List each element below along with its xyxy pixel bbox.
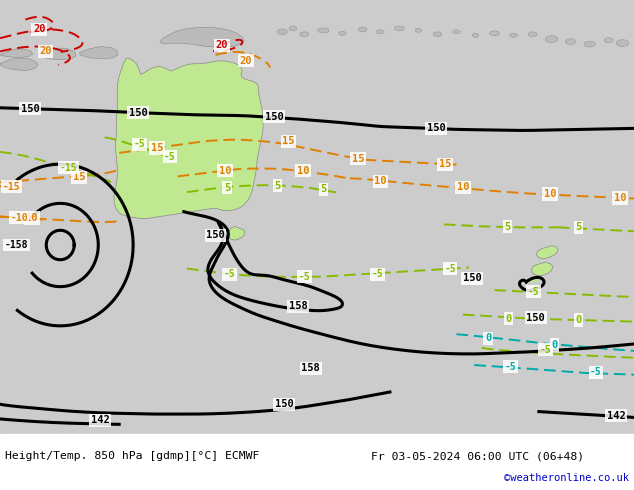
Ellipse shape [529,279,536,282]
Polygon shape [510,33,517,37]
Text: 15: 15 [151,143,164,153]
Text: 10: 10 [219,166,231,175]
Text: Fr 03-05-2024 06:00 UTC (06+48): Fr 03-05-2024 06:00 UTC (06+48) [371,451,584,461]
Text: -158: -158 [4,240,29,250]
Text: 5: 5 [224,183,230,193]
Polygon shape [318,28,329,33]
Text: 20: 20 [33,24,46,34]
Polygon shape [394,26,404,31]
Polygon shape [489,31,500,36]
Polygon shape [114,58,263,219]
Polygon shape [453,30,460,34]
Text: Height/Temp. 850 hPa [gdmp][°C] ECMWF: Height/Temp. 850 hPa [gdmp][°C] ECMWF [5,451,259,461]
Text: 150: 150 [21,104,40,114]
Text: 10: 10 [374,176,387,186]
Text: 15: 15 [439,159,451,169]
Text: -5: -5 [164,152,176,162]
Polygon shape [584,41,595,47]
Text: 10: 10 [544,189,557,199]
Polygon shape [358,27,367,32]
Text: 5: 5 [275,181,281,191]
Text: 15: 15 [73,172,86,182]
Text: 0: 0 [505,314,512,323]
Polygon shape [531,262,553,275]
Text: 150: 150 [427,123,446,133]
Text: 20: 20 [39,47,52,56]
Text: 10: 10 [297,166,309,175]
Text: 158: 158 [288,301,307,311]
Text: 0: 0 [552,340,558,350]
Polygon shape [339,31,346,35]
Bar [0,434,634,490]
Text: 150: 150 [275,399,294,409]
Text: 20: 20 [216,40,228,50]
Bar [0,0,634,434]
Text: -5: -5 [299,272,310,282]
Text: 5: 5 [504,222,510,232]
Polygon shape [604,38,613,43]
Polygon shape [0,49,33,58]
Polygon shape [300,32,309,37]
Text: 150: 150 [264,112,283,122]
Text: -5: -5 [528,287,540,296]
Text: -5: -5 [372,270,383,279]
Text: 15: 15 [282,136,295,146]
Polygon shape [277,29,287,35]
Text: -10: -10 [10,213,28,222]
Text: 5: 5 [320,184,327,194]
Text: -5: -5 [444,264,456,273]
Polygon shape [160,27,244,47]
Text: 150: 150 [526,313,545,322]
Polygon shape [472,33,479,37]
Polygon shape [0,58,38,71]
Text: ©weatheronline.co.uk: ©weatheronline.co.uk [504,472,629,483]
Polygon shape [38,48,76,60]
Polygon shape [289,26,297,31]
Text: 150: 150 [463,273,482,283]
Text: -15: -15 [3,182,20,192]
Polygon shape [228,226,245,240]
Text: -5: -5 [590,368,602,377]
Text: 150: 150 [129,108,148,118]
Text: 20: 20 [240,56,252,66]
Text: -15: -15 [60,163,77,172]
Polygon shape [545,36,558,43]
Text: -5: -5 [505,362,516,371]
Text: 10: 10 [456,182,469,192]
Polygon shape [79,47,118,59]
Polygon shape [536,246,558,259]
Text: 0: 0 [485,333,491,343]
Text: 10: 10 [25,213,38,223]
Text: 142: 142 [607,411,626,420]
Polygon shape [528,32,537,37]
Polygon shape [566,39,576,45]
Polygon shape [616,40,629,47]
Text: -5: -5 [134,139,145,149]
Text: 15: 15 [352,154,365,164]
Polygon shape [415,28,422,32]
Polygon shape [433,32,442,37]
Polygon shape [377,30,384,34]
Text: 10: 10 [614,193,626,203]
Text: -5: -5 [540,345,551,355]
Text: 158: 158 [301,364,320,373]
Text: 142: 142 [91,416,110,425]
Text: 150: 150 [206,230,225,240]
Text: 0: 0 [575,315,581,325]
Text: 5: 5 [575,222,581,232]
Text: -5: -5 [224,270,235,279]
